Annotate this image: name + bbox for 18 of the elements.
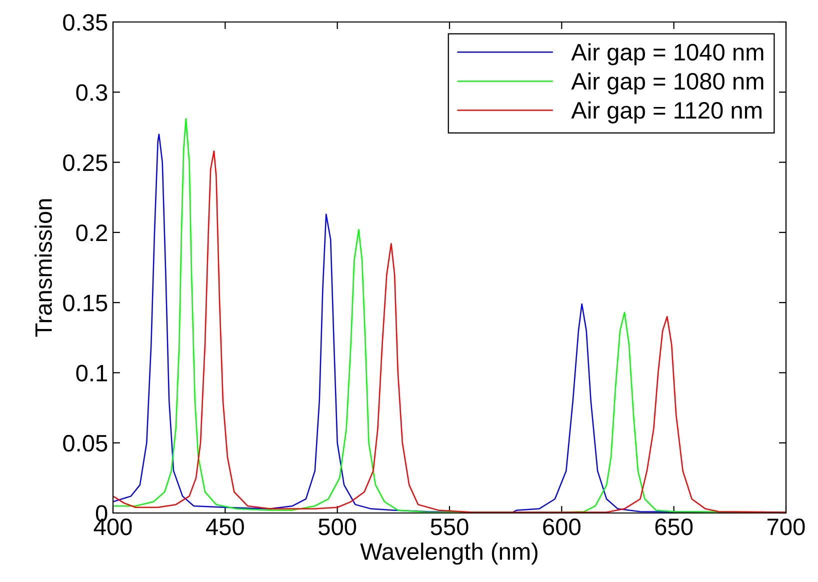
y-tick-label: 0.25 xyxy=(63,154,108,172)
legend-label: Air gap = 1120 nm xyxy=(571,101,762,124)
y-tick-label: 0.1 xyxy=(76,364,107,382)
x-tick-label: 500 xyxy=(318,518,356,536)
x-axis-title: Wavelength (nm) xyxy=(360,542,538,565)
y-tick-label: 0.05 xyxy=(63,434,108,452)
x-tick-label: 650 xyxy=(655,518,693,536)
x-tick-label: 550 xyxy=(430,518,468,536)
legend-label: Air gap = 1080 nm xyxy=(571,72,764,94)
y-tick-label: 0.15 xyxy=(63,294,108,312)
y-tick-label: 0.3 xyxy=(76,84,108,101)
x-tick-label: 450 xyxy=(206,518,244,536)
y-axis-title: Transmission xyxy=(34,199,52,337)
x-tick-label: 600 xyxy=(543,518,580,536)
y-tick-label: 0.35 xyxy=(63,14,108,31)
x-tick-label: 700 xyxy=(768,518,805,536)
y-tick-label: 0.2 xyxy=(76,224,107,242)
legend-label: Air gap = 1040 nm xyxy=(571,43,764,66)
